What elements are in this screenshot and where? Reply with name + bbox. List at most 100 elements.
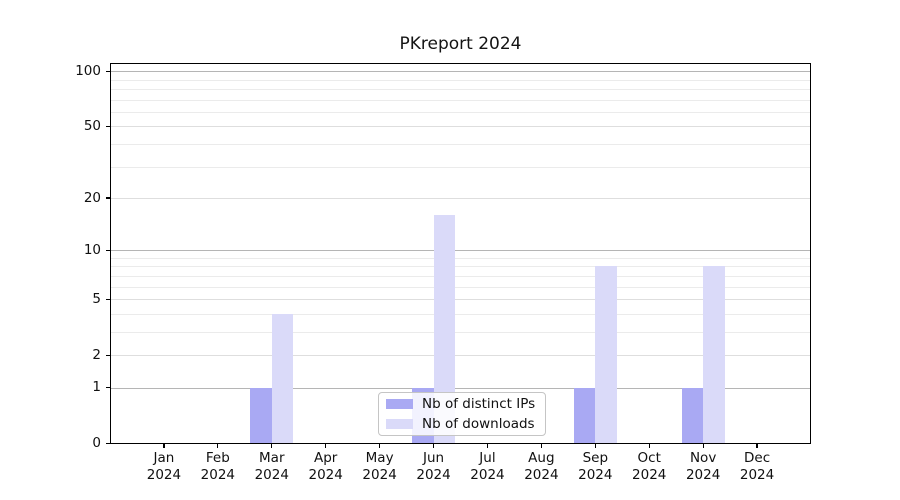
y-tick-label-10: 10 bbox=[83, 241, 101, 258]
month-label: Jul bbox=[479, 450, 496, 467]
gridlines-layer bbox=[110, 63, 811, 444]
plot-area bbox=[110, 63, 811, 444]
y-tick-mark-0 bbox=[106, 443, 110, 445]
year-label: 2024 bbox=[362, 466, 397, 483]
x-tick-mark-oct bbox=[648, 443, 650, 448]
bar-distinct-ips-sep bbox=[573, 387, 596, 444]
x-tick-mark-sep bbox=[594, 443, 596, 448]
x-tick-label-jan: Jan 2024 bbox=[147, 450, 181, 483]
month-label: Sep bbox=[582, 450, 609, 467]
legend-swatch-1 bbox=[386, 419, 413, 429]
month-label: Oct bbox=[637, 450, 661, 467]
x-tick-mark-may bbox=[379, 443, 381, 448]
year-label: 2024 bbox=[470, 466, 505, 483]
legend-row-1: Nb of downloads bbox=[386, 416, 538, 433]
y-tick-label-100: 100 bbox=[75, 62, 101, 79]
y-gridline-2 bbox=[110, 355, 811, 357]
x-tick-mark-jun bbox=[432, 443, 435, 448]
x-tick-mark-apr bbox=[325, 443, 327, 448]
month-label: Jun bbox=[422, 450, 445, 467]
x-tick-mark-dec bbox=[756, 443, 758, 448]
y-tick-label-20: 20 bbox=[83, 189, 101, 206]
year-label: 2024 bbox=[308, 466, 343, 483]
y-gridline-80 bbox=[110, 89, 811, 91]
y-gridline-7 bbox=[110, 275, 811, 277]
month-label: Feb bbox=[205, 450, 230, 467]
y-gridline-40 bbox=[110, 144, 811, 146]
y-gridline-4 bbox=[110, 313, 811, 315]
y-tick-mark-1 bbox=[106, 387, 110, 389]
y-gridline-9 bbox=[110, 257, 811, 259]
x-tick-label-jul: Jul 2024 bbox=[470, 450, 504, 483]
y-tick-label-50: 50 bbox=[83, 117, 101, 134]
month-label: Jan bbox=[153, 450, 175, 467]
y-gridline-50 bbox=[110, 126, 811, 128]
year-label: 2024 bbox=[200, 466, 236, 483]
y-gridline-70 bbox=[110, 99, 811, 101]
y-tick-mark-2 bbox=[106, 354, 110, 356]
y-tick-mark-5 bbox=[106, 298, 110, 300]
month-label: Aug bbox=[528, 450, 555, 467]
x-tick-mark-mar bbox=[271, 443, 273, 448]
legend-row-0: Nb of distinct IPs bbox=[386, 396, 538, 413]
x-tick-mark-jan bbox=[163, 443, 165, 448]
month-label: Apr bbox=[314, 450, 338, 467]
y-gridline-20 bbox=[110, 198, 811, 200]
bar-downloads-jun bbox=[433, 215, 456, 444]
y-gridline-6 bbox=[110, 286, 811, 288]
x-tick-mark-nov bbox=[702, 443, 704, 448]
x-tick-label-aug: Aug 2024 bbox=[524, 450, 558, 483]
legend-swatch-0 bbox=[386, 399, 413, 409]
x-tick-mark-aug bbox=[540, 443, 542, 448]
y-tick-label-1: 1 bbox=[92, 379, 101, 396]
x-tick-mark-jul bbox=[486, 443, 489, 448]
y-gridline-100 bbox=[110, 71, 811, 73]
x-tick-mark-feb bbox=[217, 443, 219, 448]
legend-label-1: Nb of downloads bbox=[422, 415, 535, 432]
bar-downloads-nov bbox=[703, 266, 725, 444]
y-tick-mark-10 bbox=[106, 249, 110, 251]
x-tick-label-dec: Dec 2024 bbox=[740, 450, 774, 483]
y-gridline-10 bbox=[110, 250, 811, 252]
y-tick-mark-50 bbox=[106, 125, 110, 128]
y-gridline-8 bbox=[110, 266, 811, 268]
y-tick-label-0: 0 bbox=[92, 435, 101, 452]
y-gridline-30 bbox=[110, 166, 811, 168]
year-label: 2024 bbox=[254, 466, 289, 483]
y-gridline-5 bbox=[110, 299, 811, 301]
year-label: 2024 bbox=[146, 466, 182, 483]
x-tick-label-may: May 2024 bbox=[362, 450, 396, 483]
month-label: May bbox=[365, 450, 394, 467]
year-label: 2024 bbox=[416, 466, 451, 483]
y-tick-mark-20 bbox=[106, 197, 110, 199]
bar-distinct-ips-nov bbox=[681, 387, 704, 444]
year-label: 2024 bbox=[739, 466, 775, 483]
year-label: 2024 bbox=[524, 466, 559, 483]
year-label: 2024 bbox=[578, 466, 613, 483]
bar-distinct-ips-mar bbox=[250, 387, 272, 444]
legend: Nb of distinct IPs Nb of downloads bbox=[378, 392, 546, 436]
x-tick-label-apr: Apr 2024 bbox=[309, 450, 343, 483]
month-label: Dec bbox=[743, 450, 771, 467]
chart-title: PKreport 2024 bbox=[399, 34, 522, 54]
x-tick-label-jun: Jun 2024 bbox=[416, 450, 450, 483]
year-label: 2024 bbox=[632, 466, 667, 483]
x-tick-label-mar: Mar 2024 bbox=[255, 450, 289, 483]
legend-label-0: Nb of distinct IPs bbox=[422, 395, 536, 412]
y-gridline-60 bbox=[110, 112, 811, 114]
x-tick-label-feb: Feb 2024 bbox=[201, 450, 235, 483]
bar-downloads-mar bbox=[271, 313, 294, 444]
x-tick-label-oct: Oct 2024 bbox=[632, 450, 666, 483]
y-gridline-90 bbox=[110, 79, 811, 81]
x-tick-label-nov: Nov 2024 bbox=[686, 450, 720, 483]
y-tick-label-5: 5 bbox=[92, 290, 101, 307]
y-gridline-3 bbox=[110, 331, 811, 333]
month-label: Mar bbox=[259, 450, 285, 467]
month-label: Nov bbox=[689, 450, 717, 467]
bars-layer bbox=[110, 63, 811, 444]
year-label: 2024 bbox=[685, 466, 721, 483]
y-tick-label-2: 2 bbox=[92, 346, 101, 363]
y-gridline-1 bbox=[110, 387, 811, 389]
bar-downloads-sep bbox=[595, 266, 617, 444]
